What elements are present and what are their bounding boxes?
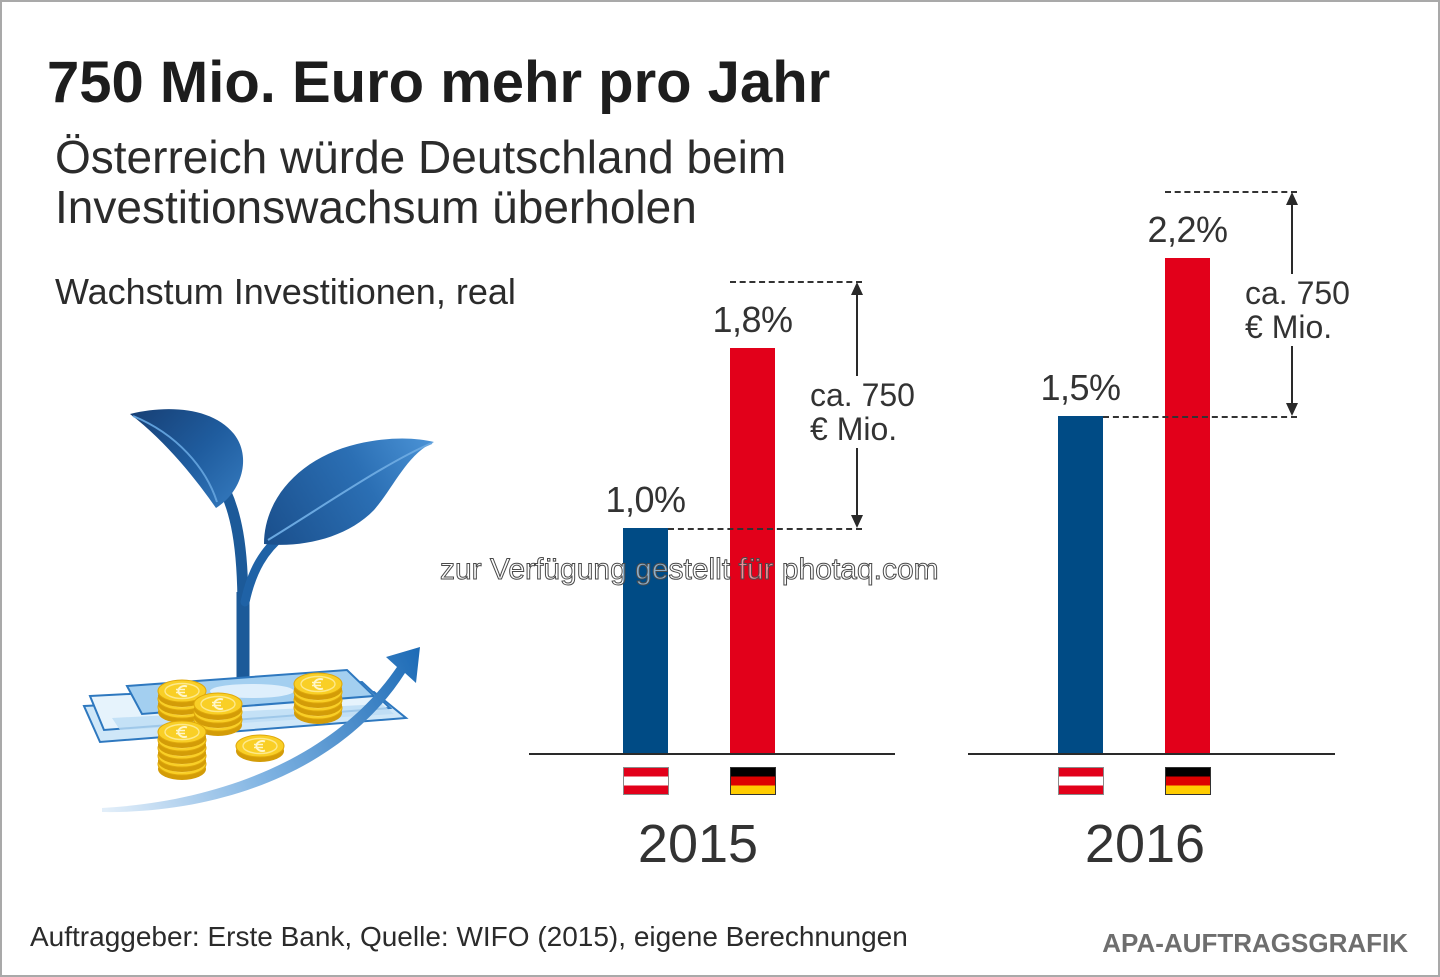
right-leaf-icon [264, 438, 434, 545]
annotation-dashed-line-bottom [1103, 415, 1297, 418]
data-label-germany-2015: 1,8% [712, 299, 793, 340]
chart-baseline [968, 753, 1335, 755]
chart-subtitle-line-1: Österreich würde Deutschland beim [55, 131, 787, 183]
austria-flag-icon [1058, 767, 1104, 795]
x-tick-label-2016: 2016 [1084, 814, 1206, 874]
arrow-up-icon [851, 282, 863, 295]
annotation-line-2: € Mio. [1245, 309, 1333, 346]
chart-baseline [529, 753, 895, 755]
watermark: zur Verfügung gestellt für photaq.com [440, 553, 940, 587]
annotation-line-1: ca. 750 [810, 376, 915, 413]
bar-germany-2016 [1165, 258, 1210, 753]
x-tick-label-2015: 2015 [637, 814, 759, 874]
annotation-dashed-line-top [1165, 191, 1297, 193]
bar-austria-2015 [623, 528, 668, 753]
plant-money-illustration [82, 409, 434, 813]
arrow-down-icon [1286, 402, 1298, 416]
credit-label: APA-AUFTRAGSGRAFIK [1102, 928, 1408, 958]
annotation-dashed-line-bottom [668, 528, 862, 530]
growth-arrow-icon [102, 647, 420, 813]
arrow-up-icon [1286, 192, 1298, 205]
annotation-line-2: € Mio. [810, 410, 898, 447]
annotation-text: ca. 750 € Mio. [806, 375, 919, 448]
chart-title: 750 Mio. Euro mehr pro Jahr [47, 50, 831, 115]
plant-icon [130, 409, 434, 704]
annotation-text: ca. 750 € Mio. [1241, 274, 1354, 347]
chart-subtitle-line-2: Investitionswachsum überholen [55, 181, 697, 233]
data-label-austria-2015: 1,0% [605, 479, 686, 520]
bar-germany-2015 [730, 348, 775, 753]
y-axis-label: Wachstum Investitionen, real [55, 271, 516, 312]
arrow-down-icon [851, 515, 863, 528]
source-note: Auftraggeber: Erste Bank, Quelle: WIFO (… [30, 921, 908, 952]
germany-flag-icon [1165, 767, 1211, 795]
annotation-dashed-line-top [730, 281, 862, 283]
left-leaf-icon [130, 409, 244, 508]
bar-austria-2016 [1058, 415, 1103, 753]
germany-flag-icon [730, 767, 776, 795]
austria-flag-icon [623, 767, 669, 795]
annotation-line-1: ca. 750 [1245, 275, 1350, 312]
data-label-austria-2016: 1,5% [1040, 366, 1121, 408]
data-label-germany-2016: 2,2% [1147, 209, 1228, 250]
